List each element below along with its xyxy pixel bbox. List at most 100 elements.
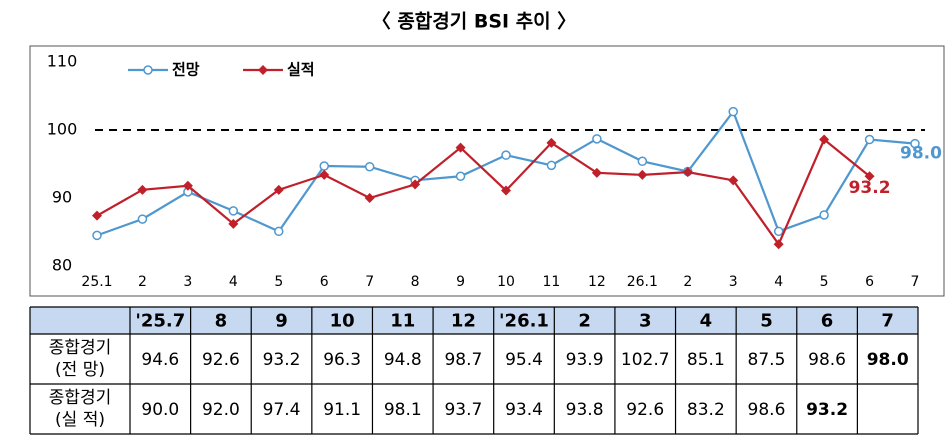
row-label: (전 망) (55, 360, 105, 380)
point (819, 134, 830, 145)
table-cell: 83.2 (687, 400, 725, 420)
y-tick-label: 80 (52, 256, 72, 275)
point (591, 167, 602, 178)
x-tick-label: 2 (138, 274, 147, 290)
x-tick-label: 11 (543, 274, 561, 290)
point (455, 142, 466, 153)
table-header: 2 (578, 311, 591, 332)
point (819, 210, 829, 220)
table-cell: 92.6 (202, 350, 240, 370)
chart-title: 〈 종합경기 BSI 추이 〉 (372, 10, 577, 33)
legend-marker (143, 65, 153, 75)
table-cell: 98.0 (867, 350, 909, 370)
x-tick-label: 10 (497, 274, 515, 290)
data-label: 98.0 (900, 144, 942, 164)
x-tick-label: 4 (229, 274, 238, 290)
point (546, 137, 557, 148)
point (273, 184, 284, 195)
point (228, 218, 239, 229)
y-tick-label: 100 (47, 120, 78, 139)
row-label: 종합경기 (49, 388, 112, 408)
point (364, 161, 375, 172)
table-cell: 96.3 (323, 350, 361, 370)
series-line (96, 137, 871, 247)
table-cell: 97.4 (263, 400, 301, 420)
x-tick-label: 3 (729, 274, 738, 290)
x-tick-label: 25.1 (81, 274, 112, 290)
data-label: 93.2 (849, 178, 891, 198)
point (228, 206, 239, 216)
point (546, 160, 557, 171)
table-cell: 87.5 (748, 350, 786, 370)
table-header: 9 (275, 311, 288, 332)
table-cell: 93.2 (806, 400, 848, 420)
point (773, 226, 784, 237)
point (319, 169, 330, 180)
table-cell: 93.8 (566, 400, 604, 420)
table-header: 4 (700, 311, 713, 332)
x-tick-label: 5 (274, 274, 283, 290)
table-header: 3 (639, 311, 652, 332)
point (92, 230, 102, 241)
point (637, 156, 648, 167)
x-tick-label: 8 (411, 274, 420, 290)
point (364, 193, 375, 203)
table-cell: 98.7 (444, 350, 482, 370)
table-cell: 85.1 (687, 350, 725, 370)
point (137, 184, 148, 195)
x-tick-label: 9 (456, 274, 465, 290)
point (182, 180, 193, 191)
table-cell: 98.1 (384, 400, 422, 420)
legend-label: 전망 (172, 61, 200, 79)
point (728, 106, 738, 117)
point (501, 185, 511, 196)
row-label: (실 적) (55, 410, 105, 430)
point (319, 161, 329, 171)
point (410, 179, 421, 190)
point (637, 169, 648, 180)
table-header-bg (30, 307, 918, 334)
x-tick-label: 6 (320, 274, 329, 290)
point (501, 150, 511, 160)
table-cell: 98.6 (808, 350, 846, 370)
table-cell: 92.0 (202, 400, 240, 420)
table-header: 6 (821, 311, 834, 332)
point (274, 226, 284, 237)
table-header: 7 (881, 311, 894, 332)
table-header: 8 (215, 311, 228, 332)
table-cell: 93.2 (263, 350, 301, 370)
x-tick-label: 7 (911, 274, 920, 290)
x-tick-label: 26.1 (627, 274, 658, 290)
table-cell: 93.4 (505, 400, 543, 420)
table-header: '26.1 (499, 311, 549, 332)
table-header: 12 (451, 311, 476, 332)
point (592, 134, 602, 144)
table-header: 11 (390, 311, 415, 332)
table-header: 10 (330, 311, 355, 332)
table-header: '25.7 (135, 311, 185, 332)
x-tick-label: 2 (683, 274, 692, 290)
point (682, 167, 693, 178)
table-cell: 93.9 (566, 350, 604, 370)
point (92, 210, 102, 221)
point (137, 214, 148, 224)
table-header: 5 (760, 311, 773, 332)
x-tick-label: 6 (865, 274, 874, 290)
table-cell: 93.7 (444, 400, 482, 420)
table-cell: 91.1 (323, 400, 361, 420)
x-tick-label: 3 (183, 274, 192, 290)
point (864, 171, 875, 182)
x-tick-label: 12 (588, 274, 606, 290)
point (728, 175, 739, 186)
point (773, 239, 784, 250)
x-tick-label: 7 (365, 274, 374, 290)
table-cell: 92.6 (626, 400, 664, 420)
table-cell: 98.6 (748, 400, 786, 420)
x-tick-label: 4 (774, 274, 783, 290)
table-cell: 94.8 (384, 350, 422, 370)
row-label: 종합경기 (49, 338, 112, 358)
point (864, 134, 875, 145)
legend-marker (258, 65, 268, 75)
x-tick-label: 5 (820, 274, 829, 290)
